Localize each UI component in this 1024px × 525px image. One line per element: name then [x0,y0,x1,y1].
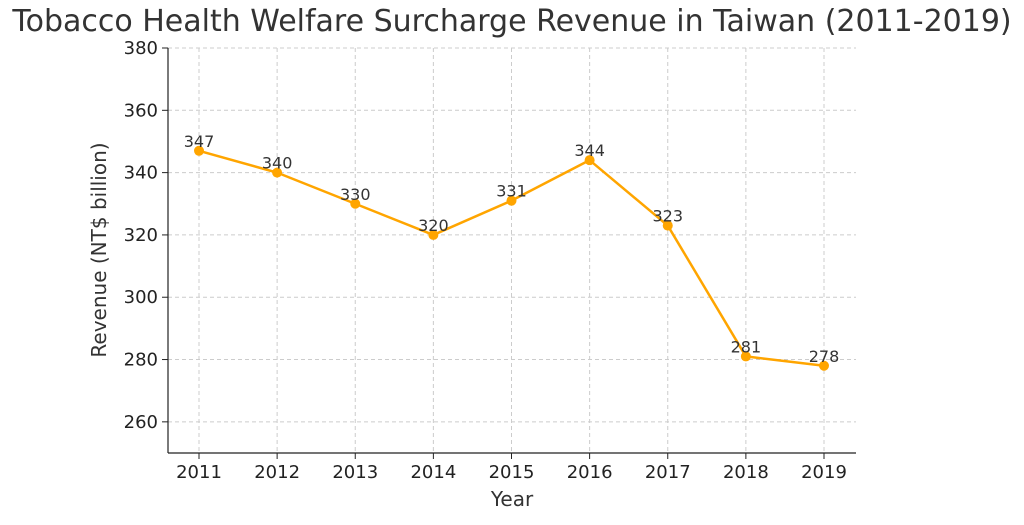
grid-layer [168,47,856,453]
data-point [819,360,829,371]
x-tick-label: 2014 [410,462,456,483]
x-tick-label: 2016 [567,462,613,483]
data-point [506,195,517,206]
y-tick-label: 360 [124,100,158,121]
data-point [584,155,595,166]
data-label: 278 [809,347,840,366]
data-label: 344 [574,141,605,160]
data-point [428,229,439,240]
y-tick-label: 300 [124,287,158,308]
x-tick-label: 2017 [645,462,691,483]
axes-layer: 260 280 300 320 340 360 380 2011 2012 2013 2014 201… [124,38,856,483]
y-tick-label: 280 [124,350,158,371]
x-tick-label: 2013 [332,462,378,483]
data-label: 340 [262,154,293,173]
data-label: 281 [731,337,762,356]
x-tick-label: 2019 [801,462,847,483]
data-label: 331 [496,182,527,201]
labels-layer: 347 340 330 320 331 344 323 281 278 [184,132,840,366]
chart-title: Tobacco Health Welfare Surcharge Revenue… [12,4,1012,39]
data-label: 320 [418,216,449,235]
data-point [194,145,204,156]
x-tick-label: 2018 [723,462,769,483]
y-tick-label: 320 [124,225,158,246]
x-tick-label: 2015 [489,462,535,483]
data-point [662,220,673,231]
y-tick-label: 260 [124,412,158,433]
y-tick-label: 380 [124,38,158,59]
data-label: 323 [652,207,683,226]
data-label: 330 [340,185,371,204]
data-point [350,198,361,209]
x-tick-label: 2011 [176,462,222,483]
data-point [272,167,283,178]
data-label: 347 [184,132,215,151]
x-axis-label: Year [490,487,534,511]
x-tick-label: 2012 [254,462,300,483]
y-tick-label: 340 [124,163,158,184]
series-layer [194,145,829,371]
data-point [740,351,751,362]
y-axis-label: Revenue (NT$ billion) [87,142,111,357]
